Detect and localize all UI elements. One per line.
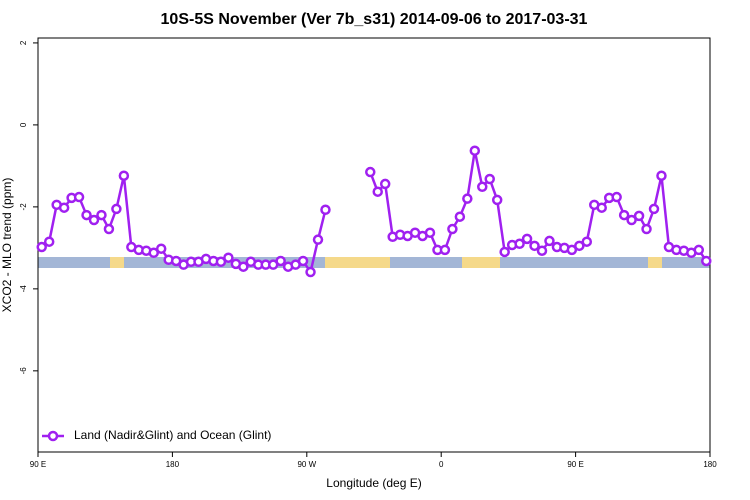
point — [618, 209, 630, 221]
x-tick-label: 0 — [439, 460, 444, 469]
point — [312, 234, 324, 245]
point — [43, 236, 55, 247]
point — [215, 256, 227, 268]
point — [81, 209, 92, 221]
point — [693, 244, 705, 256]
point — [275, 255, 286, 267]
chart-title: 10S-5S November (Ver 7b_s31) 2014-09-06 … — [161, 11, 588, 28]
point — [88, 214, 100, 226]
point — [96, 209, 107, 221]
point — [36, 241, 47, 253]
point — [379, 178, 391, 190]
point — [529, 240, 540, 252]
x-tick-label: 180 — [703, 460, 717, 469]
point — [499, 246, 510, 258]
point — [424, 227, 436, 238]
x-tick-label: 90 E — [30, 460, 46, 469]
point — [656, 170, 667, 181]
y-tick-label: -4 — [19, 285, 28, 293]
point — [111, 203, 122, 215]
point — [148, 247, 159, 259]
legend-marker — [47, 430, 59, 442]
point — [596, 202, 607, 213]
point — [566, 244, 578, 256]
x-axis-label: Longitude (deg E) — [326, 476, 421, 490]
y-tick-label: -2 — [19, 203, 28, 211]
y-tick-label: -6 — [19, 367, 28, 375]
y-axis-label: XCO2 - MLO trend (ppm) — [0, 178, 14, 313]
point — [447, 223, 458, 235]
point — [611, 191, 622, 203]
point — [544, 235, 555, 247]
point — [454, 211, 466, 222]
point — [103, 223, 115, 235]
point — [536, 245, 548, 256]
point — [462, 193, 473, 204]
point — [305, 266, 316, 278]
point — [648, 203, 660, 215]
point — [58, 202, 70, 213]
legend-label: Land (Nadir&Glint) and Ocean (Glint) — [74, 428, 271, 442]
point — [155, 243, 167, 254]
point — [574, 240, 585, 252]
point — [297, 255, 309, 267]
point — [73, 191, 85, 203]
point — [118, 170, 130, 181]
point — [581, 236, 593, 247]
point — [701, 255, 712, 267]
point — [372, 186, 383, 197]
x-tick-label: 90 E — [567, 460, 583, 469]
point — [320, 204, 331, 215]
x-tick-label: 90 W — [297, 460, 316, 469]
point — [365, 166, 376, 178]
x-tick-label: 180 — [166, 460, 180, 469]
point — [477, 181, 488, 193]
point — [521, 233, 533, 245]
point — [626, 214, 637, 226]
land-ocean-strip — [38, 257, 710, 268]
point — [238, 261, 249, 272]
point — [469, 145, 481, 156]
point — [439, 244, 451, 256]
y-tick-label: 0 — [19, 122, 28, 127]
y-tick-label: 2 — [19, 40, 28, 45]
point — [641, 223, 652, 235]
point — [491, 194, 503, 206]
point — [484, 173, 495, 185]
point — [514, 238, 525, 250]
point — [223, 252, 234, 263]
point — [633, 210, 645, 222]
